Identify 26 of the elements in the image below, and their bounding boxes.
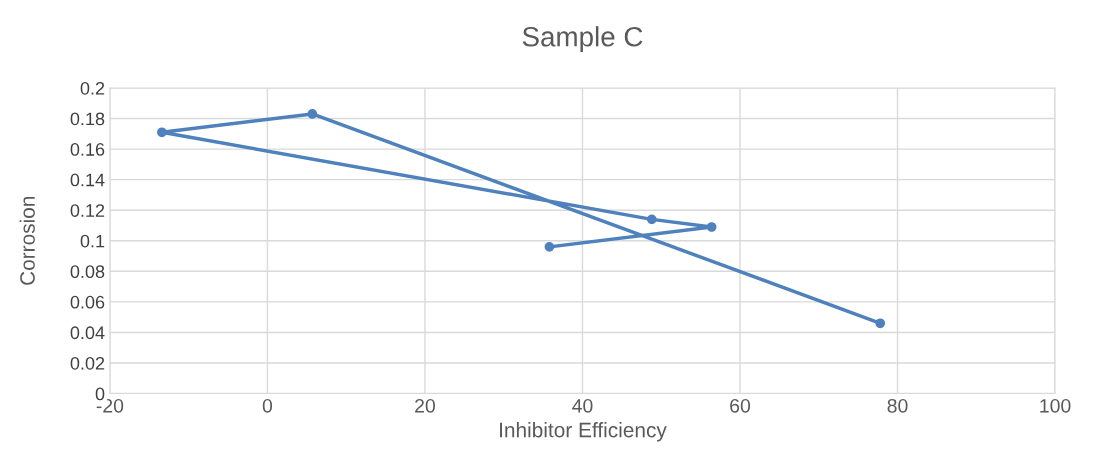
point: [646, 214, 657, 225]
y-tick-label: 0.04: [70, 326, 105, 340]
y-tick-label: 0: [95, 387, 105, 401]
point: [706, 222, 717, 232]
y-tick-label: 0.06: [70, 295, 105, 309]
y-tick-label: 0.08: [70, 265, 105, 279]
y-tick-label: 0.14: [70, 173, 105, 187]
x-tick-label: 80: [887, 398, 908, 413]
y-axis-title: Corrosion: [19, 196, 35, 285]
point: [544, 242, 555, 252]
x-tick-label: 60: [730, 398, 751, 413]
y-tick-label: 0.18: [70, 112, 105, 126]
y-tick-label: 0.1: [80, 234, 105, 248]
x-axis-title: Inhibitor Efficiency: [500, 422, 667, 442]
x-tick-label: 40: [572, 398, 593, 413]
x-tick-label: 100: [1040, 398, 1071, 413]
y-tick-label: 0.12: [70, 204, 105, 217]
point: [307, 109, 318, 119]
x-tick-label: 20: [415, 398, 435, 413]
y-tick-label: 0.16: [70, 143, 105, 156]
y-tick-label: 0.2: [80, 81, 105, 95]
y-tick-label: 0.02: [70, 356, 105, 370]
chart-title: Sample C: [522, 26, 643, 53]
point: [157, 127, 167, 138]
x-tick-label: 0: [262, 398, 273, 413]
point: [875, 318, 886, 329]
